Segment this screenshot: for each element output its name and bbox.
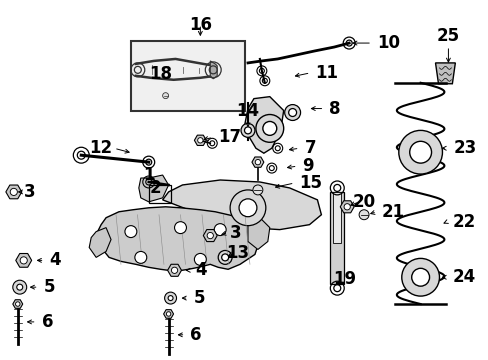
Polygon shape [210,61,217,79]
Text: 6: 6 [41,313,53,331]
Circle shape [411,268,428,286]
Polygon shape [194,135,206,145]
Text: 6: 6 [190,326,202,344]
Circle shape [239,199,256,217]
Bar [131,41,244,111]
Circle shape [164,292,176,304]
Circle shape [214,224,225,235]
Bar [330,192,344,284]
Circle shape [221,254,228,261]
Text: 21: 21 [381,203,404,221]
Circle shape [255,114,283,142]
Circle shape [174,222,186,234]
Circle shape [344,204,349,210]
Circle shape [398,130,442,174]
Circle shape [409,141,431,163]
Text: 4: 4 [195,261,206,279]
Text: 9: 9 [302,157,313,175]
Circle shape [263,121,276,135]
Polygon shape [163,180,321,230]
Text: 8: 8 [328,100,340,118]
Text: 11: 11 [315,64,338,82]
Circle shape [13,280,27,294]
Circle shape [218,251,232,264]
Circle shape [207,233,213,239]
Text: 17: 17 [218,128,241,146]
Circle shape [255,159,260,165]
Circle shape [197,138,203,143]
Text: 3: 3 [24,183,36,201]
Circle shape [401,258,439,296]
Circle shape [288,109,296,117]
Polygon shape [163,310,173,318]
Text: 5: 5 [193,289,204,307]
Circle shape [358,210,368,220]
Text: 16: 16 [188,16,211,34]
Circle shape [241,123,254,137]
Text: 25: 25 [436,27,459,45]
Text: 14: 14 [236,102,259,120]
Polygon shape [340,201,353,213]
Polygon shape [435,63,454,84]
Polygon shape [251,157,264,167]
Text: 3: 3 [230,224,241,242]
Circle shape [194,253,206,265]
Polygon shape [244,96,283,153]
Circle shape [284,105,300,121]
Polygon shape [6,185,21,199]
Circle shape [135,251,146,264]
Text: 15: 15 [299,174,322,192]
Text: 24: 24 [451,268,475,286]
Circle shape [171,267,177,274]
Bar [333,192,341,243]
Circle shape [16,302,20,306]
Text: 5: 5 [43,278,55,296]
Circle shape [124,226,137,238]
Text: 7: 7 [304,139,316,157]
Text: 2: 2 [149,179,161,197]
Polygon shape [247,218,269,249]
Circle shape [244,127,251,134]
Polygon shape [16,253,32,267]
Text: 1: 1 [142,166,154,184]
Text: 13: 13 [226,244,249,262]
Polygon shape [89,228,111,257]
Circle shape [166,312,170,316]
Polygon shape [139,175,168,202]
Circle shape [10,188,18,195]
Text: 22: 22 [451,213,475,231]
Circle shape [163,93,168,99]
Text: 10: 10 [376,34,399,52]
Text: 23: 23 [452,139,476,157]
Polygon shape [96,207,259,271]
Circle shape [252,185,263,195]
Polygon shape [13,300,22,308]
Circle shape [17,284,22,290]
Circle shape [168,296,173,301]
Text: 20: 20 [352,193,375,211]
Text: 19: 19 [333,270,356,288]
Bar [148,185,170,203]
Circle shape [20,257,27,264]
Text: 12: 12 [89,139,112,157]
Polygon shape [203,230,217,242]
Polygon shape [167,264,181,276]
Text: 4: 4 [49,251,61,269]
Text: 18: 18 [148,65,171,83]
Circle shape [230,190,265,226]
